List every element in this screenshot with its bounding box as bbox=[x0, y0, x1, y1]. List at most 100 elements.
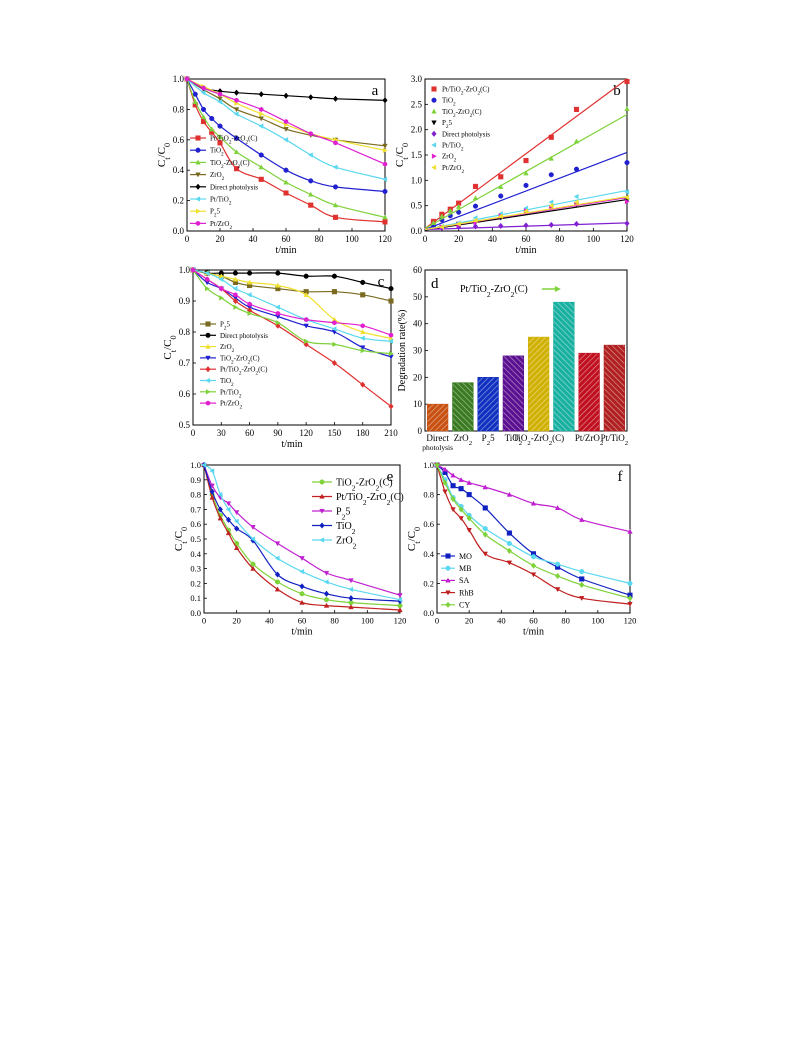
legend-item: Pt/TiO2-ZrO2(C) bbox=[312, 492, 404, 507]
y-tick-label: 30 bbox=[413, 346, 423, 356]
data-point bbox=[573, 199, 579, 205]
x-tick-label: 60 bbox=[298, 616, 307, 626]
data-point bbox=[299, 583, 305, 590]
y-tick-label: 60 bbox=[413, 265, 423, 275]
y-tick-label: 0.8 bbox=[423, 490, 434, 500]
legend-item: Direct photolysis bbox=[431, 130, 490, 138]
legend-marker bbox=[431, 108, 437, 114]
y-tick-label: 0.6 bbox=[173, 135, 185, 145]
y-tick-label: 0.9 bbox=[179, 296, 191, 306]
data-point bbox=[323, 579, 329, 585]
data-point bbox=[332, 320, 337, 326]
data-point bbox=[439, 213, 445, 219]
legend-item: P25 bbox=[200, 320, 231, 331]
y-tick-label: 0.4 bbox=[173, 165, 185, 175]
legend-marker bbox=[205, 332, 211, 338]
legend-marker bbox=[205, 389, 211, 395]
data-point bbox=[624, 198, 630, 205]
legend-label: Direct photolysis bbox=[220, 332, 268, 340]
fit-line bbox=[424, 151, 628, 231]
x-tick-label: 90 bbox=[273, 428, 283, 438]
x-tick-label: 40 bbox=[497, 616, 506, 626]
data-point bbox=[233, 89, 240, 96]
data-point bbox=[360, 292, 366, 298]
legend-marker bbox=[195, 220, 201, 226]
series-1 bbox=[184, 76, 388, 195]
data-point bbox=[259, 111, 265, 117]
data-point bbox=[472, 203, 479, 209]
data-point bbox=[275, 304, 280, 310]
legend-marker bbox=[205, 355, 211, 361]
data-point bbox=[498, 184, 504, 190]
data-point bbox=[627, 528, 633, 534]
data-point bbox=[308, 131, 313, 137]
y-tick-label: 1.0 bbox=[190, 460, 201, 470]
legend-marker bbox=[431, 164, 437, 171]
data-point bbox=[205, 285, 210, 292]
legend-marker bbox=[195, 183, 201, 190]
data-point bbox=[232, 270, 238, 276]
data-point bbox=[258, 123, 264, 129]
data-point bbox=[573, 220, 580, 228]
data-point bbox=[388, 332, 394, 338]
data-point bbox=[331, 289, 337, 295]
data-point bbox=[225, 516, 232, 523]
data-point bbox=[627, 595, 633, 602]
legend-item: TiO2 bbox=[431, 97, 456, 108]
legend-marker bbox=[431, 120, 437, 126]
x-tick-label: 80 bbox=[315, 234, 325, 244]
y-tick-label: 0.1 bbox=[190, 593, 201, 603]
legend-item: SA bbox=[441, 576, 469, 585]
data-point bbox=[348, 586, 354, 593]
y-tick-label: 3.0 bbox=[411, 74, 423, 84]
data-point bbox=[217, 91, 223, 97]
legend-item: P25 bbox=[190, 208, 221, 219]
series-1 bbox=[201, 462, 403, 613]
data-point bbox=[506, 547, 513, 554]
legend-label: MB bbox=[459, 564, 471, 573]
data-point bbox=[303, 323, 309, 329]
panel-letter: c bbox=[378, 274, 385, 290]
y-tick-label: 0.6 bbox=[179, 389, 191, 399]
data-point bbox=[332, 202, 339, 208]
bar bbox=[578, 352, 600, 432]
data-point bbox=[247, 270, 253, 276]
data-point bbox=[472, 195, 479, 201]
data-point bbox=[382, 161, 388, 167]
data-point bbox=[331, 359, 338, 367]
legend-item: Direct photolysis bbox=[190, 183, 258, 191]
data-point bbox=[450, 483, 456, 489]
data-point bbox=[466, 528, 472, 533]
data-point bbox=[332, 95, 339, 102]
data-point bbox=[233, 135, 240, 141]
data-point bbox=[233, 107, 240, 113]
legend-item: Pt/TiO2-ZrO2(C) bbox=[190, 134, 258, 145]
data-point bbox=[627, 602, 633, 607]
data-point bbox=[447, 207, 453, 213]
data-point bbox=[388, 350, 394, 357]
legend-item: TiO2 bbox=[312, 521, 356, 536]
y-tick-label: 1.0 bbox=[179, 265, 191, 275]
data-point bbox=[258, 152, 264, 158]
panel-b: 0 20 40 60 80 100 120 0.0 0.5 1.0 1.5 2.0 2.5 3.0 t/mi… bbox=[394, 74, 634, 256]
data-point bbox=[397, 593, 403, 599]
data-point bbox=[458, 486, 464, 492]
y-tick-label: 0.7 bbox=[190, 504, 201, 514]
y-tick-label: 0.2 bbox=[173, 196, 184, 206]
x-tick-label: TiO2 bbox=[505, 433, 523, 447]
data-point bbox=[442, 466, 448, 472]
data-point bbox=[554, 572, 561, 580]
x-tick-label: 0 bbox=[191, 428, 196, 438]
data-point bbox=[472, 217, 478, 224]
data-point bbox=[218, 276, 224, 283]
data-point bbox=[624, 189, 630, 195]
x-tick-label: Pt/TiO2 bbox=[601, 433, 629, 447]
data-point bbox=[217, 99, 223, 105]
data-point bbox=[382, 219, 388, 225]
data-point bbox=[548, 202, 554, 209]
data-point bbox=[233, 510, 240, 516]
data-point bbox=[333, 140, 338, 146]
data-point bbox=[458, 516, 464, 522]
data-point bbox=[258, 91, 264, 98]
data-point bbox=[232, 276, 239, 282]
